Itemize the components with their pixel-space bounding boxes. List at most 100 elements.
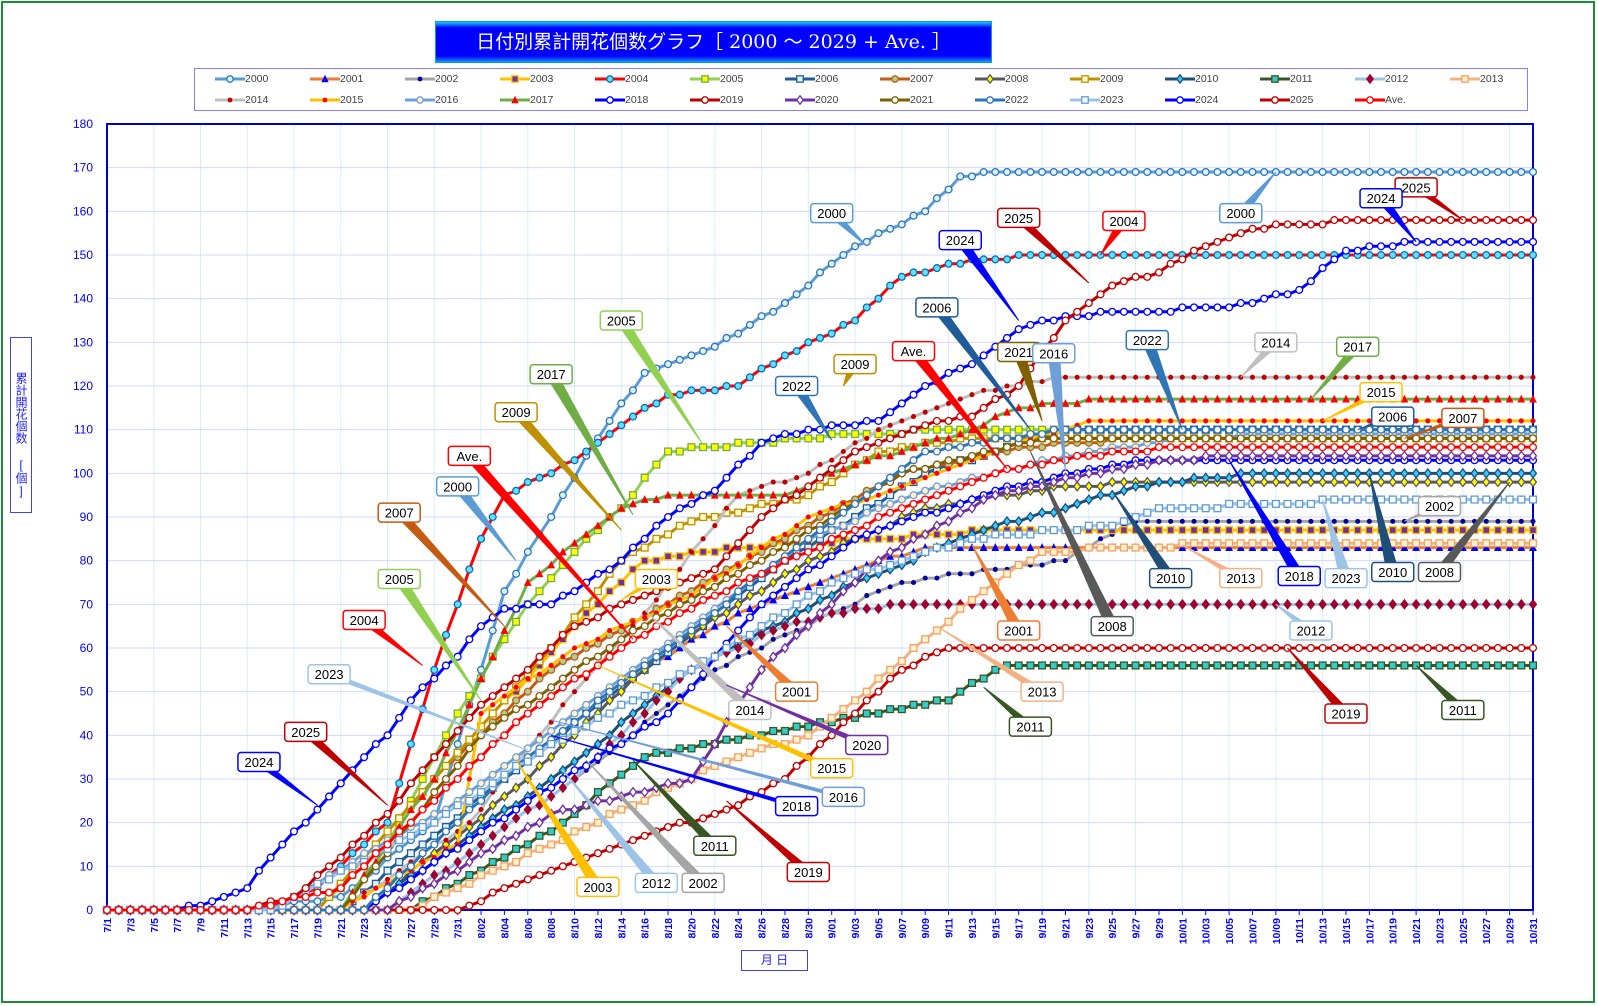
data-point — [687, 499, 696, 508]
data-point — [874, 504, 883, 513]
data-point — [1119, 463, 1129, 475]
data-point — [1306, 425, 1315, 434]
data-point — [547, 512, 556, 522]
x-tick-label: 9/21 — [1060, 918, 1072, 939]
data-point — [1435, 539, 1444, 548]
data-point — [395, 713, 404, 722]
data-point — [817, 510, 823, 516]
data-point — [1435, 467, 1444, 479]
callout-2023: 2023 — [1322, 499, 1368, 589]
callout-2018: 2018 — [551, 734, 819, 817]
data-point — [862, 696, 871, 705]
data-point — [488, 799, 497, 811]
data-point — [1201, 472, 1210, 484]
data-point — [1038, 399, 1046, 407]
data-point — [874, 451, 883, 460]
data-point — [1458, 450, 1468, 462]
data-point — [630, 619, 636, 625]
callout-label: 2000 — [1226, 206, 1255, 221]
data-point — [640, 796, 649, 805]
data-point — [1425, 518, 1431, 524]
data-point — [547, 643, 556, 653]
data-point — [1062, 374, 1069, 380]
data-point — [1154, 443, 1164, 452]
data-point — [1225, 643, 1234, 653]
data-point — [1447, 443, 1456, 452]
data-point — [792, 534, 801, 543]
callout-label: 2014 — [735, 703, 764, 718]
data-point — [1517, 216, 1526, 225]
data-point — [1446, 476, 1456, 488]
x-tick-label: 8/14 — [616, 918, 628, 939]
data-point — [523, 796, 532, 805]
data-point — [1493, 598, 1503, 610]
data-point — [407, 805, 415, 813]
legend-marker — [701, 96, 709, 105]
callout-2005: 2005 — [377, 568, 482, 701]
callout-box — [681, 872, 725, 894]
callout-2014: 2014 — [1240, 332, 1298, 378]
callout-label: 2023 — [1332, 571, 1361, 586]
data-point — [710, 386, 719, 395]
data-point — [430, 905, 439, 915]
data-point — [815, 473, 825, 482]
y-tick-label: 120 — [73, 379, 93, 393]
data-point — [289, 827, 299, 836]
data-point — [1493, 450, 1503, 462]
data-point — [932, 416, 941, 425]
data-point — [1530, 518, 1536, 524]
data-point — [1400, 237, 1409, 246]
data-point — [1447, 539, 1456, 548]
data-point — [243, 884, 252, 893]
data-point — [921, 207, 930, 216]
data-point — [1517, 661, 1526, 670]
data-point — [488, 709, 497, 718]
data-point — [710, 342, 719, 351]
data-point — [792, 574, 801, 583]
data-point — [500, 626, 509, 634]
data-point — [1259, 598, 1269, 610]
data-point — [1388, 526, 1397, 535]
data-point — [1131, 272, 1140, 281]
data-point — [1166, 425, 1175, 434]
data-point — [780, 609, 789, 618]
legend-swatch — [880, 75, 910, 84]
data-point — [815, 740, 825, 749]
data-point — [1248, 526, 1257, 535]
data-point — [617, 503, 626, 512]
legend-swatch — [1070, 96, 1100, 105]
data-point — [745, 451, 754, 460]
data-point — [932, 194, 941, 203]
data-point — [488, 512, 497, 522]
x-tick-label: 7/17 — [289, 918, 301, 939]
data-point — [652, 556, 661, 565]
data-point — [1154, 526, 1164, 535]
data-point — [1283, 290, 1292, 299]
data-point — [1189, 443, 1199, 452]
data-point — [1306, 539, 1315, 548]
data-point — [1412, 539, 1421, 548]
data-point — [815, 268, 825, 277]
data-point — [511, 782, 521, 794]
data-point — [979, 674, 988, 683]
data-point — [1482, 237, 1491, 246]
data-point — [465, 744, 474, 753]
data-point — [1121, 374, 1127, 380]
data-point — [488, 652, 497, 661]
data-point — [1470, 467, 1479, 479]
data-point — [735, 562, 741, 568]
data-point — [1014, 598, 1023, 610]
data-point — [804, 425, 813, 434]
x-tick-label: 7/27 — [406, 918, 418, 939]
data-point — [921, 495, 930, 504]
data-point — [348, 840, 357, 849]
data-point — [500, 731, 509, 740]
legend-swatch — [310, 97, 340, 103]
data-point — [1330, 255, 1339, 264]
data-point — [441, 849, 451, 858]
callout-box — [1359, 187, 1403, 209]
data-point — [1236, 443, 1245, 452]
data-point — [1248, 476, 1257, 488]
data-point — [782, 632, 788, 638]
